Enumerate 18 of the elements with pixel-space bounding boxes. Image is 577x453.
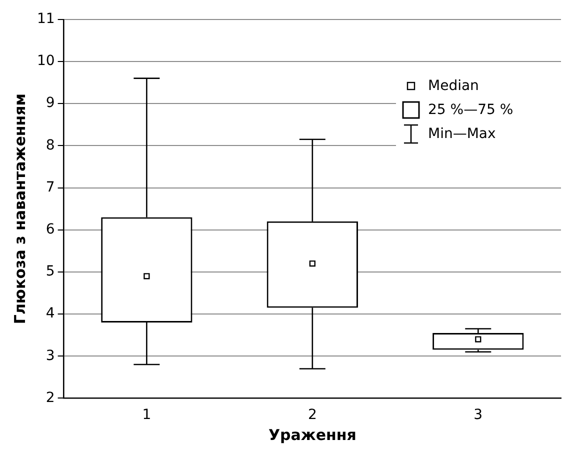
y-tick-label: 5 [46,264,55,280]
y-axis-title: Глюкоза з навантаженням [10,93,29,324]
y-tick-label: 10 [36,53,55,70]
y-tick-label: 4 [46,306,55,322]
x-axis-title: Ураження [268,426,356,444]
annotation: 25 %—75 % [428,102,514,118]
x-tick-label: 1 [142,407,152,424]
y-tick-label: 11 [36,11,55,28]
y-tick-label: 7 [46,179,55,196]
annotation: Median [428,78,479,94]
y-tick-label: 8 [46,137,55,154]
x-tick-label: 2 [308,407,317,424]
annotation: Min—Max [428,126,496,142]
y-tick-label: 6 [46,221,55,238]
x-tick-label: 3 [474,407,483,424]
y-tick-label: 3 [46,348,55,364]
y-tick-label: 2 [46,390,55,406]
y-tick-label: 9 [46,95,55,112]
